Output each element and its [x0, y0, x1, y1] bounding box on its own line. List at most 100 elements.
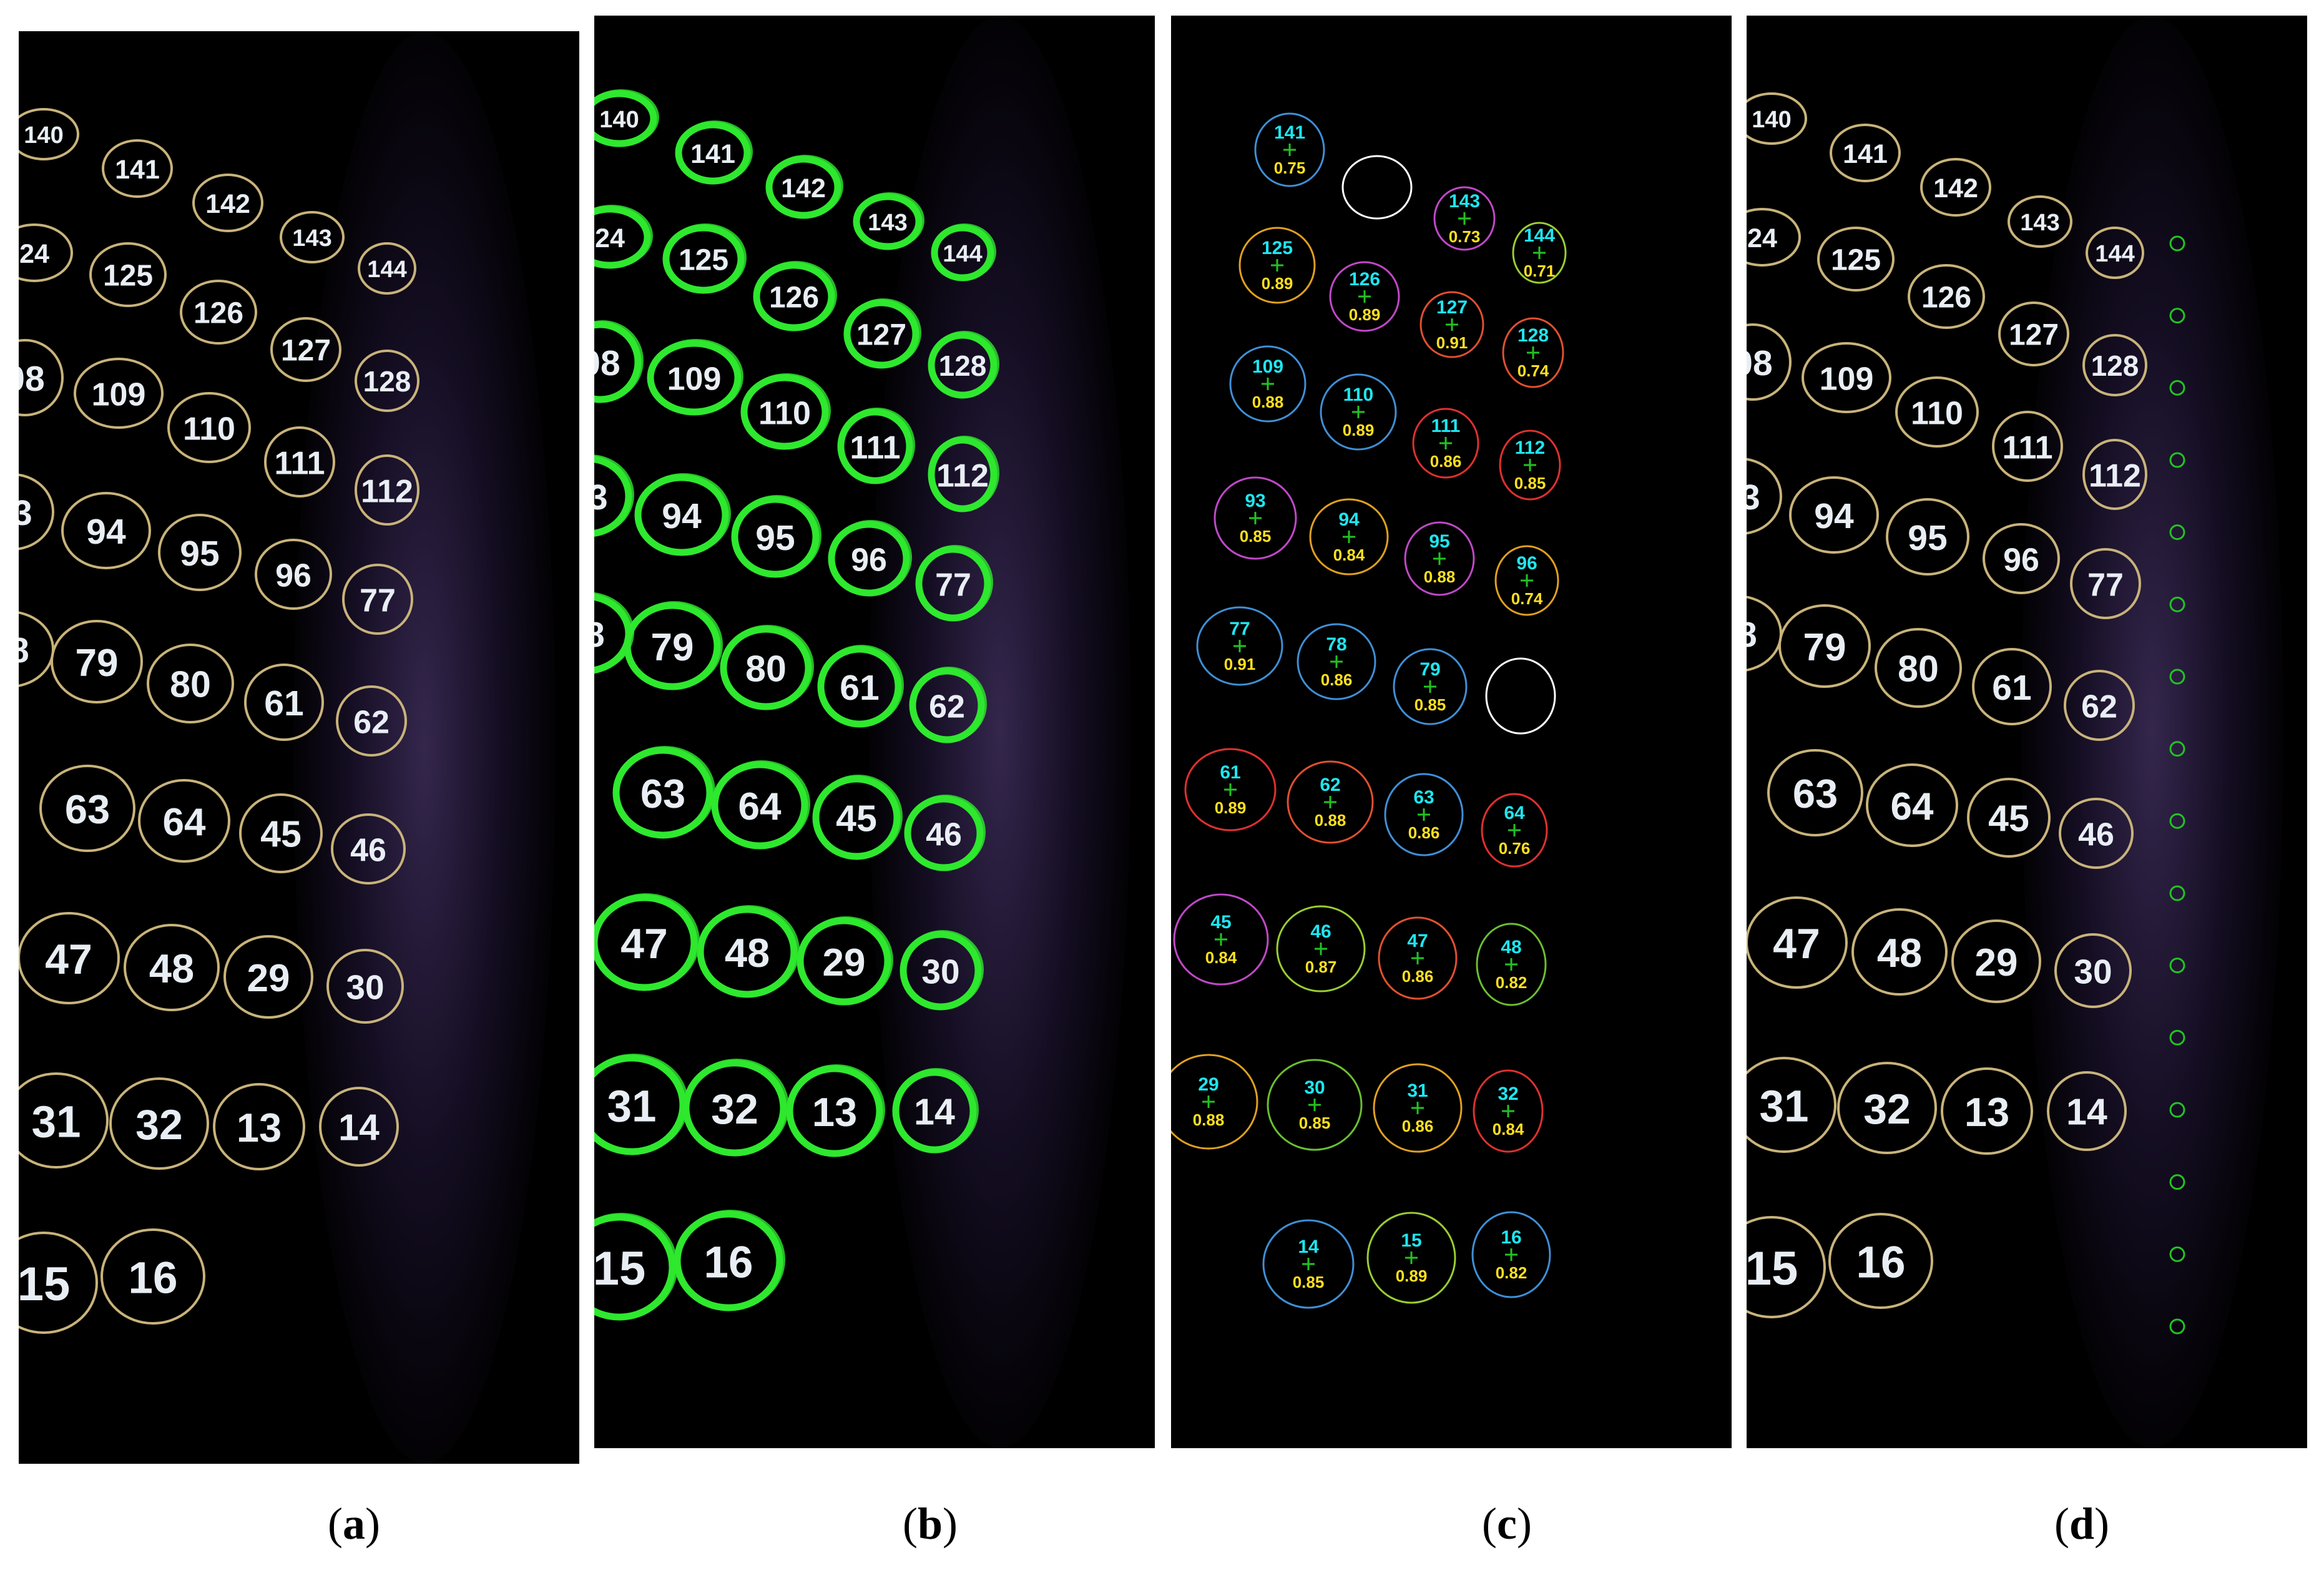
panel-d-dot — [2169, 235, 2185, 252]
detection-score: 0.89 — [1262, 274, 1293, 293]
detection-ellipse — [1476, 923, 1547, 1006]
panel-b-marker-45: 45 — [812, 775, 903, 860]
panel-d-number: 16 — [1856, 1238, 1906, 1287]
detection-14: 140.85 — [1262, 1219, 1355, 1309]
panel-b-ring-outer — [929, 436, 999, 511]
panel-a-marker-141: 141 — [102, 139, 173, 198]
panel-d-number: 140 — [1752, 107, 1791, 133]
panel-b-ring-outer — [733, 495, 821, 576]
panel-a-number: 08 — [19, 359, 45, 399]
panel-b-number: 63 — [640, 771, 685, 816]
panel-a-number: 80 — [170, 664, 211, 705]
detection-45: 450.84 — [1173, 893, 1269, 986]
panel-a-marker-79: 79 — [51, 620, 143, 703]
panel-a-number: 142 — [205, 189, 250, 219]
detection-score: 0.74 — [1511, 589, 1543, 608]
panel-b-number: 16 — [704, 1238, 753, 1287]
detection-label: 45 — [1210, 912, 1231, 933]
panel-a-ring — [102, 139, 173, 198]
panel-b-marker-110: 110 — [740, 373, 831, 450]
panel-b-number: 128 — [939, 350, 987, 382]
detection-score: 0.84 — [1205, 948, 1237, 967]
caption-c: (c) — [1482, 1499, 1532, 1549]
detection-center-cross — [1405, 1252, 1418, 1264]
panel-b-ring-outer — [713, 760, 810, 848]
panel-b-marker-128: 128 — [928, 331, 999, 399]
panel-b-number: 143 — [868, 210, 907, 236]
panel-a-marker-93: 93 — [19, 473, 54, 551]
panel-b-marker-126: 126 — [753, 261, 837, 331]
panel-a-ring — [342, 564, 413, 635]
panel-d-marker-79: 79 — [1778, 604, 1871, 688]
panel-d-number: 45 — [1988, 798, 2029, 840]
panel-d-number: 77 — [2087, 567, 2124, 603]
panel-d-dot — [2169, 741, 2185, 757]
panel-d-ring — [1967, 778, 2051, 858]
detection-label: 16 — [1501, 1227, 1521, 1248]
panel-d-ring — [1908, 264, 1985, 329]
panel-b-ring-outer — [677, 120, 753, 183]
panel-a-marker-13: 13 — [213, 1083, 305, 1170]
panel-a-number: 77 — [360, 582, 396, 619]
panel-b-number: 144 — [943, 241, 982, 267]
panel-d-marker-125: 125 — [1817, 227, 1895, 292]
panel-b-ring-outer — [855, 192, 924, 248]
caption-a: (a) — [328, 1499, 380, 1549]
panel-b-marker-29: 29 — [797, 916, 893, 1006]
detection-ellipse — [1366, 1212, 1456, 1304]
panel-d-marker-78: 78 — [1747, 595, 1782, 672]
panel-d-number: 78 — [1747, 615, 1757, 655]
detection-center-cross — [1271, 259, 1283, 272]
panel-b-number: 126 — [769, 282, 819, 315]
panel-d-ring — [1837, 1062, 1937, 1154]
panel-d-number: 14 — [2066, 1092, 2107, 1133]
detection-center-cross — [1433, 552, 1446, 565]
detection-score: 0.86 — [1402, 967, 1434, 986]
panel-b-ring-outer — [798, 916, 893, 1004]
detection-143: 143 0.73 — [1433, 186, 1496, 251]
panel-b-marker-13: 13 — [786, 1064, 885, 1157]
panel-d-ring — [1998, 301, 2069, 366]
panel-d-dot — [2169, 1029, 2185, 1046]
panel-d-number: 08 — [1747, 343, 1773, 383]
panel-a-ring — [239, 793, 323, 873]
panel-b-number: 125 — [679, 244, 728, 277]
panel-d-ring — [1747, 1216, 1826, 1318]
panel-d-marker-63: 63 — [1767, 749, 1863, 836]
panel-b-number: 31 — [607, 1082, 657, 1131]
panel-a-number: 140 — [24, 122, 63, 149]
panel-a-number: 48 — [149, 946, 194, 991]
panel-d-marker-47: 47 — [1747, 896, 1848, 989]
panel-d-marker-61: 61 — [1972, 648, 2052, 725]
detection-center-cross — [1524, 459, 1536, 471]
panel-d-marker-142: 142 — [1920, 158, 1991, 217]
panel-b-marker-143: 143 — [853, 192, 924, 250]
detection-48: 480.82 — [1476, 923, 1547, 1006]
panel-b-number: 47 — [620, 920, 668, 968]
panel-b-marker-47: 47 — [594, 893, 700, 991]
detection-center-cross — [1418, 808, 1430, 821]
detection-label: 94 — [1338, 509, 1360, 530]
panel-d-dot — [2169, 958, 2185, 974]
panel-a-number: 62 — [353, 704, 390, 740]
panel-a-ring — [355, 350, 419, 412]
panel-b-marker-14: 14 — [892, 1068, 979, 1154]
panel-d-ring — [1747, 92, 1807, 145]
panel-b-ring-outer — [830, 520, 912, 595]
panel-a-number: 24 — [19, 239, 49, 269]
panel-b-ring-outer — [675, 1210, 785, 1310]
detection-93: 930.85 — [1213, 476, 1297, 560]
panel-b-ring-outer — [594, 89, 659, 145]
detection-center-cross — [1308, 1099, 1321, 1111]
panel-d-number: 29 — [1975, 941, 2018, 984]
panel-a-marker-32: 32 — [109, 1077, 209, 1170]
panel-d-marker-45: 45 — [1967, 778, 2051, 858]
panel-b-number: 13 — [812, 1089, 857, 1135]
detection-score: 0.85 — [1293, 1273, 1325, 1291]
panel-b-number: 78 — [594, 615, 605, 655]
detection-144: 144 0.71 — [1512, 222, 1567, 284]
panel-a-marker-96: 96 — [255, 539, 332, 610]
panel-d-number: 48 — [1877, 930, 1922, 976]
panel-a-ring — [223, 935, 313, 1019]
detection-score: 0.86 — [1430, 452, 1462, 471]
